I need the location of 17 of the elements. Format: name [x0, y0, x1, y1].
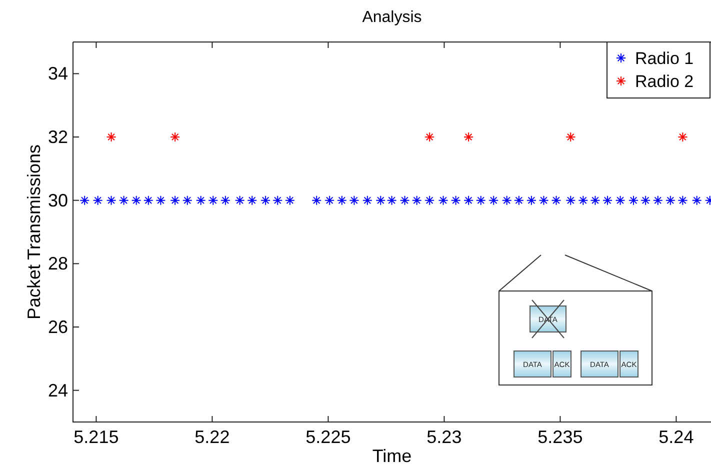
x-axis-title: Time — [372, 446, 412, 466]
legend-label: Radio 1 — [635, 49, 694, 68]
y-tick-label: 26 — [48, 317, 68, 337]
x-tick-label: 5.22 — [194, 427, 230, 447]
x-tick-label: 5.24 — [658, 427, 694, 447]
y-tick-label: 32 — [48, 127, 68, 147]
y-tick-label: 28 — [48, 254, 68, 274]
x-tick-label: 5.235 — [538, 427, 583, 447]
chart-title: Analysis — [362, 9, 422, 26]
y-tick-label: 24 — [48, 380, 68, 400]
legend-label: Radio 2 — [635, 72, 694, 91]
x-tick-label: 5.23 — [426, 427, 462, 447]
y-axis-title: Packet Transmissions — [24, 144, 44, 320]
y-tick-label: 34 — [48, 64, 68, 84]
x-tick-label: 5.215 — [74, 427, 119, 447]
y-tick-label: 30 — [48, 190, 68, 210]
x-tick-label: 5.225 — [306, 427, 351, 447]
